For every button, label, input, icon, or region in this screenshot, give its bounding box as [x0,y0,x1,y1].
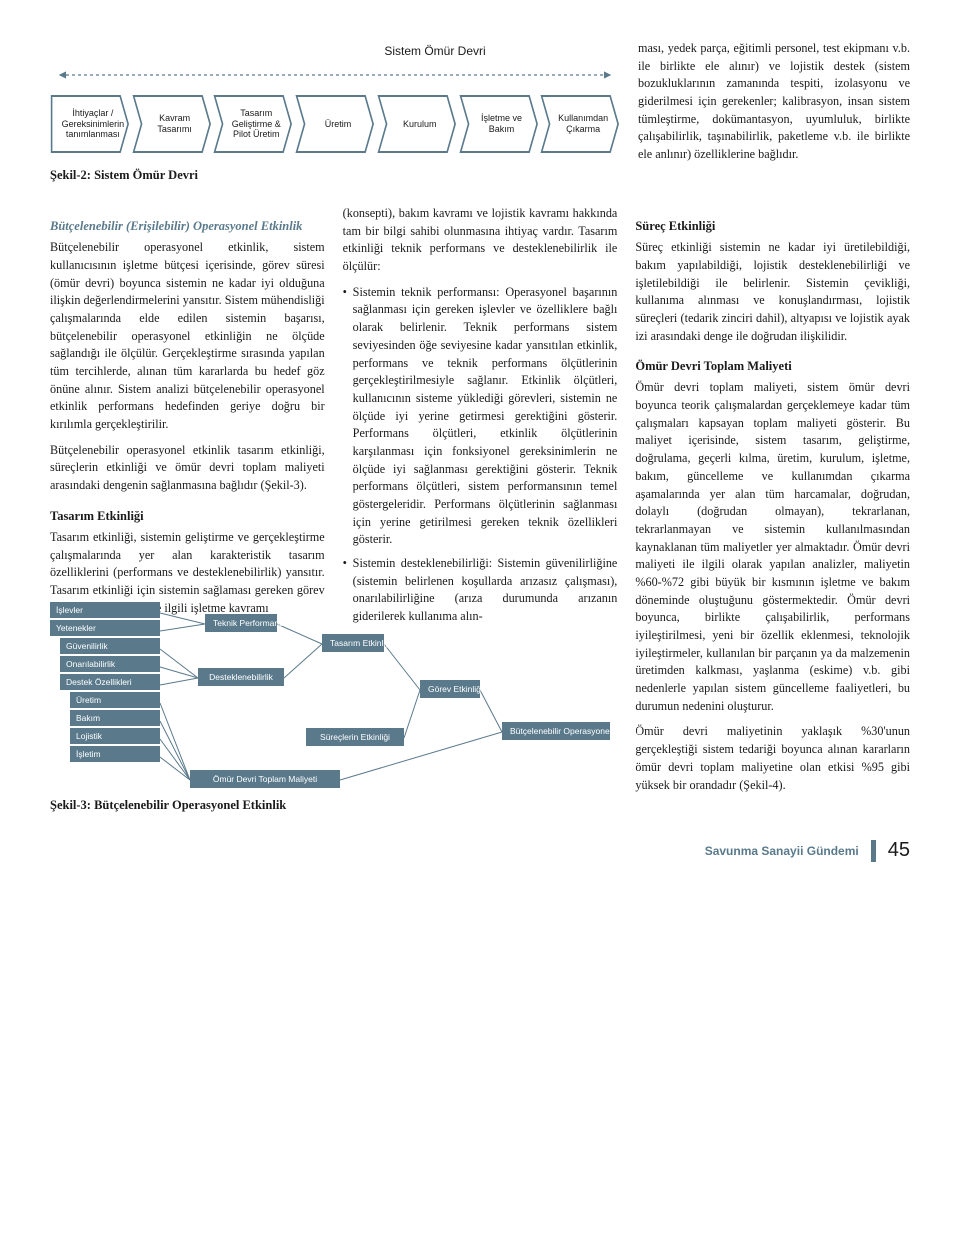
figure-1-title: Sistem Ömür Devri [250,44,620,58]
figure-3-node-tp: Teknik Performans [205,614,277,632]
figure-3-stack-5: Üretim [70,692,160,708]
figure-3-stack-7: Lojistik [70,728,160,744]
figure-1-step-5: İşletme ve Bakım [459,94,539,154]
col3-heading-1: Süreç Etkinliği [635,217,910,235]
figure-3-node-te: Tasarım Etkinliği [322,634,384,652]
figure-1-step-4: Kurulum [377,94,457,154]
figure-1-caption: Şekil-2: Sistem Ömür Devri [50,168,620,183]
figure-1-step-label: İşletme ve Bakım [463,113,535,135]
col2-p1: (konsepti), bakım kavramı ve lojistik ka… [343,205,618,276]
col3-p3: Ömür devri maliyetinin yaklaşık %30'unun… [635,723,910,794]
figure-1-step-label: Kullanımdan Çıkarma [544,113,616,135]
figure-3-node-bo: Bütçelenebilir Operasyonel Etkinlik [502,722,610,740]
col3-p1: Süreç etkinliği sistemin ne kadar iyi ür… [635,239,910,345]
col1-p1: Bütçelenebilir operasyonel etkinlik, sis… [50,239,325,434]
figure-3-node-se: Süreçlerin Etkinliği [306,728,404,746]
figure-1-step-label: Kurulum [397,119,437,130]
figure-1-step-label: İhtiyaçlar / Gereksinimlerin tanımlanmas… [54,108,126,140]
footer-page-number: 45 [888,839,910,862]
page-footer: Savunma Sanayii Gündemi 45 [50,839,910,862]
figure-1-back-arrow [50,64,620,86]
figure-1-step-2: Tasarım Geliştirme & Pilot Üretim [213,94,293,154]
figure-1-step-6: Kullanımdan Çıkarma [540,94,620,154]
col2-li1: Sistemin teknik performansı: Operasyonel… [343,284,618,549]
figure-3: İşlevler Yetenekler Güvenilirlik Onarılabil… [50,602,625,813]
figure-1-step-label: Kavram Tasarımı [136,113,208,135]
figure-1-step-label: Tasarım Geliştirme & Pilot Üretim [217,108,289,140]
figure-1-step-1: Kavram Tasarımı [132,94,212,154]
figure-3-stack-6: Bakım [70,710,160,726]
col3-p2: Ömür devri toplam maliyeti, sistem ömür … [635,379,910,715]
figure-1: Sistem Ömür Devri İhtiyaçlar / Gereksini… [50,40,620,183]
figure-3-stack-2: Güvenilirlik [60,638,160,654]
footer-divider-icon [871,840,876,862]
figure-3-node-db: Desteklenebilirlik [198,668,284,686]
column-3: Süreç Etkinliği Süreç etkinliği sistemin… [635,205,910,802]
figure-3-stack-0: İşlevler [50,602,160,618]
col1-p2: Bütçelenebilir operasyonel etkinlik tasa… [50,442,325,495]
figure-3-stack-8: İşletim [70,746,160,762]
figure-3-stack-3: Onarılabilirlik [60,656,160,672]
col1-heading-1: Bütçelenebilir (Erişilebilir) Operasyone… [50,217,325,235]
figure-1-step-label: Üretim [319,119,352,130]
col3-heading-2: Ömür Devri Toplam Maliyeti [635,357,910,375]
figure-3-node-od: Ömür Devri Toplam Maliyeti [190,770,340,788]
figure-3-stack-4: Destek Özellikleri [60,674,160,690]
figure-1-chevrons: İhtiyaçlar / Gereksinimlerin tanımlanmas… [50,94,620,154]
col1-heading-2: Tasarım Etkinliği [50,507,325,525]
figure-1-step-3: Üretim [295,94,375,154]
figure-3-stack-1: Yetenekler [50,620,160,636]
figure-3-node-ge: Görev Etkinliği [420,680,480,698]
footer-magazine: Savunma Sanayii Gündemi [705,844,859,858]
figure-1-step-0: İhtiyaçlar / Gereksinimlerin tanımlanmas… [50,94,130,154]
top-right-paragraph: ması, yedek parça, eğitimli personel, te… [638,40,910,183]
